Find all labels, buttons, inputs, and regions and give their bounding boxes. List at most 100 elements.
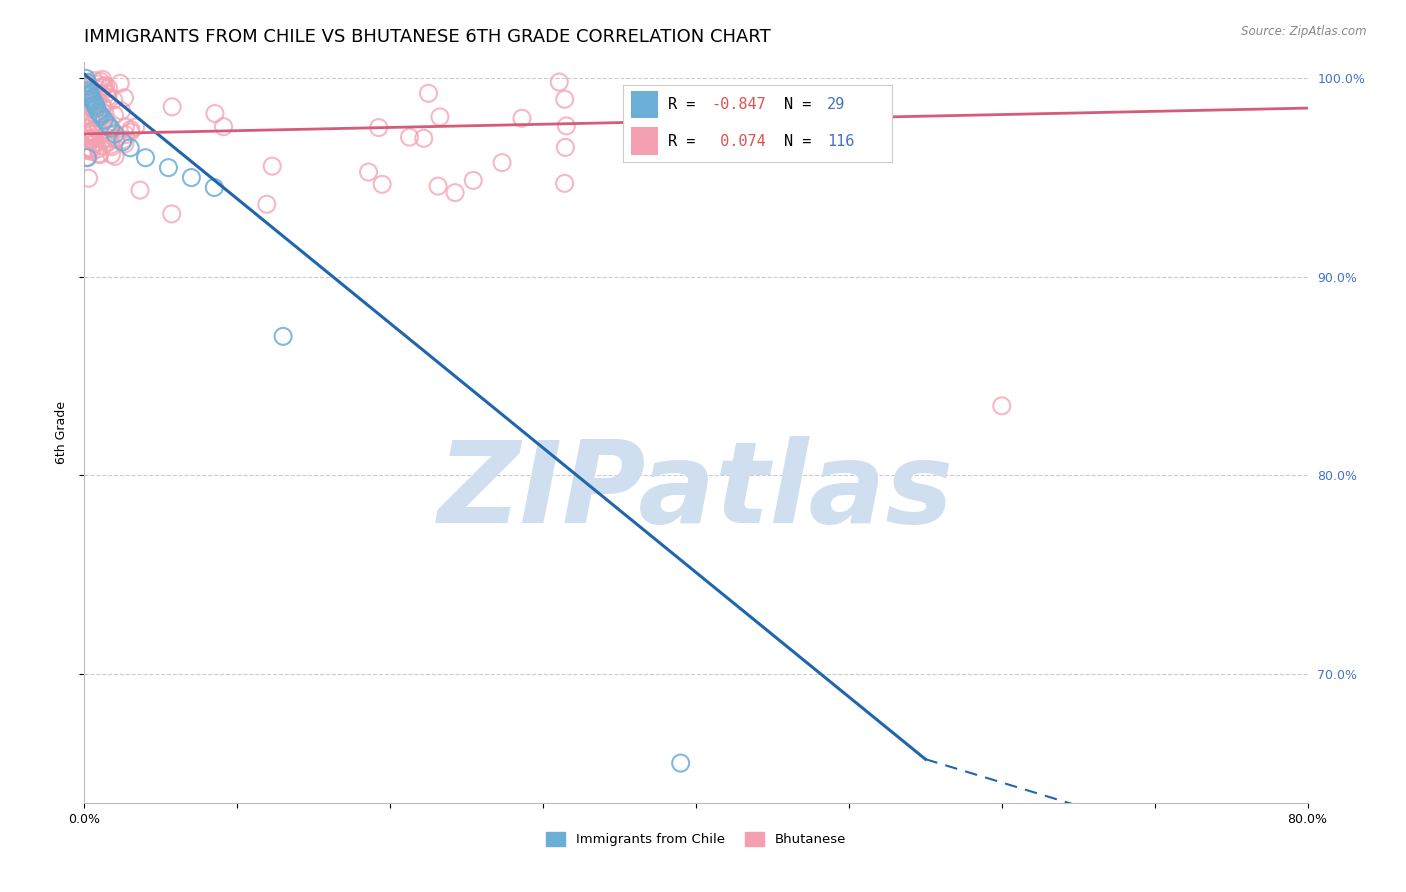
Point [80, 95, 103, 109]
Point [83, 131, 105, 145]
Point [76, 144, 98, 158]
Point [83, 136, 105, 150]
Point [108, 76, 131, 90]
Point [160, 207, 183, 221]
Point [135, 151, 157, 165]
Point [94, 78, 117, 93]
Point [80, 91, 103, 105]
Point [157, 161, 180, 175]
Point [77, 85, 100, 99]
Point [84, 95, 107, 110]
Point [129, 183, 152, 197]
Point [256, 197, 278, 211]
Point [83, 103, 105, 117]
Point [96, 87, 118, 101]
Point [82, 145, 104, 159]
Point [91, 100, 114, 114]
Point [110, 103, 132, 118]
Point [554, 177, 576, 191]
Point [112, 133, 135, 147]
Point [97, 81, 120, 95]
Point [77, 77, 100, 91]
Point [86, 101, 108, 115]
Point [83, 95, 105, 110]
Point [97, 118, 120, 132]
Point [100, 121, 122, 136]
Point [84, 97, 107, 112]
Point [76, 121, 98, 136]
Point [87, 142, 110, 156]
Point [262, 159, 284, 173]
Point [271, 329, 294, 343]
Point [429, 110, 451, 124]
Point [124, 120, 146, 134]
Point [80, 101, 103, 115]
Point [91, 79, 114, 94]
Point [91, 99, 114, 113]
Point [103, 93, 125, 107]
Point [398, 130, 420, 145]
Point [103, 108, 125, 122]
Point [412, 131, 434, 145]
Point [77, 83, 100, 97]
Point [91, 72, 114, 87]
Point [87, 82, 110, 96]
Point [669, 756, 692, 770]
Point [84, 99, 107, 113]
Point [114, 128, 136, 142]
Point [79, 131, 101, 145]
Point [427, 179, 450, 194]
Point [79, 89, 101, 103]
Point [89, 148, 111, 162]
Point [82, 118, 104, 132]
Point [97, 130, 120, 145]
Point [212, 120, 235, 134]
Point [93, 113, 115, 128]
Point [76, 79, 98, 94]
Point [80, 124, 103, 138]
Point [510, 112, 533, 126]
Point [76, 150, 98, 164]
Point [114, 91, 136, 105]
Point [100, 137, 122, 152]
Point [75, 128, 97, 143]
Point [100, 147, 122, 161]
Text: ZIPatlas: ZIPatlas [437, 436, 955, 548]
Point [91, 110, 114, 124]
Point [160, 100, 183, 114]
Point [357, 165, 380, 179]
Point [75, 97, 97, 112]
Point [75, 108, 97, 122]
Point [91, 139, 114, 153]
Point [418, 87, 440, 101]
Point [90, 87, 112, 101]
Point [87, 86, 110, 100]
Point [80, 111, 103, 125]
Text: Source: ZipAtlas.com: Source: ZipAtlas.com [1241, 25, 1367, 38]
Point [111, 135, 134, 149]
Point [89, 107, 111, 121]
Point [554, 92, 576, 106]
Point [75, 133, 97, 147]
Point [82, 125, 104, 139]
Point [444, 186, 467, 200]
Point [491, 155, 513, 169]
Point [463, 173, 485, 187]
Point [120, 125, 142, 139]
Point [90, 109, 112, 123]
Point [180, 170, 202, 185]
Point [89, 74, 111, 88]
Point [89, 127, 111, 141]
Point [93, 112, 115, 126]
Point [80, 142, 103, 156]
Point [84, 97, 107, 112]
Point [77, 126, 100, 140]
Point [93, 79, 115, 94]
Point [98, 128, 121, 142]
Text: IMMIGRANTS FROM CHILE VS BHUTANESE 6TH GRADE CORRELATION CHART: IMMIGRANTS FROM CHILE VS BHUTANESE 6TH G… [84, 28, 770, 45]
Point [86, 112, 108, 126]
Point [114, 120, 136, 134]
Point [97, 90, 120, 104]
Point [75, 141, 97, 155]
Point [104, 131, 127, 145]
